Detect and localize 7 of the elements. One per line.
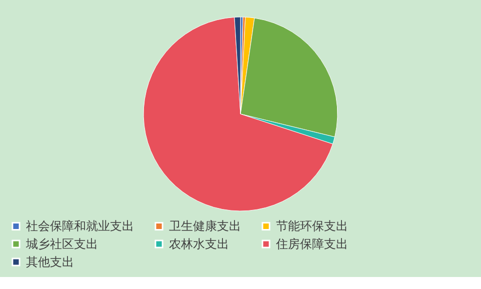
legend-label: 住房保障支出 xyxy=(275,237,348,251)
legend-label: 节能环保支出 xyxy=(276,219,348,234)
legend-label: 社会保障和就业支出 xyxy=(26,219,134,234)
legend-label: 卫生健康支出 xyxy=(169,219,241,234)
legend-label: 农林水支出 xyxy=(169,237,229,251)
legend-label: 其他支出 xyxy=(26,255,74,269)
legend-label: 城乡社区支出 xyxy=(25,237,98,251)
